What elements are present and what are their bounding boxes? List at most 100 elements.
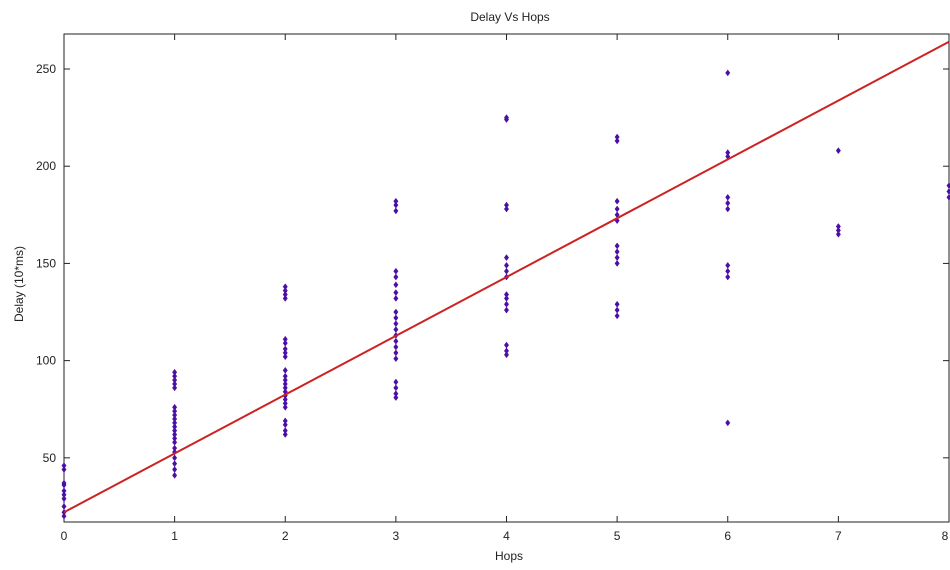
- y-tick-label: 100: [36, 354, 56, 368]
- data-point: [393, 378, 399, 386]
- data-point: [282, 372, 288, 380]
- x-tick-label: 8: [942, 529, 949, 543]
- data-point: [835, 230, 841, 238]
- data-point: [503, 114, 510, 122]
- data-point: [393, 384, 399, 392]
- data-point: [172, 368, 178, 376]
- data-point: [725, 149, 731, 157]
- data-point: [393, 308, 399, 316]
- data-point: [503, 254, 510, 262]
- x-tick-label: 5: [614, 529, 621, 543]
- data-point: [503, 201, 510, 209]
- data-point: [172, 434, 178, 442]
- data-point: [282, 403, 288, 411]
- data-point: [725, 273, 731, 281]
- data-point: [282, 283, 288, 291]
- data-point: [282, 384, 288, 392]
- data-point: [172, 471, 178, 479]
- data-point: [282, 287, 288, 295]
- data-point: [282, 380, 288, 388]
- data-point: [503, 261, 510, 269]
- data-point: [393, 326, 399, 333]
- data-point: [172, 415, 178, 423]
- data-point: [946, 188, 950, 195]
- x-axis-label: Hops: [495, 549, 523, 563]
- data-point: [282, 399, 288, 407]
- x-tick-label: 4: [503, 529, 510, 543]
- y-axis-ticks: 50 100 150 200 250: [36, 62, 949, 465]
- data-point: [61, 487, 67, 495]
- data-point: [172, 427, 178, 435]
- data-point: [172, 376, 178, 384]
- data-point: [614, 137, 620, 145]
- data-point: [172, 380, 178, 388]
- data-point: [393, 281, 399, 289]
- data-point: [725, 193, 731, 201]
- data-point: [172, 431, 178, 438]
- data-point: [503, 351, 510, 359]
- scatter-points: [61, 69, 950, 520]
- data-point: [614, 205, 620, 213]
- data-point: [61, 466, 67, 473]
- data-point: [172, 448, 178, 456]
- data-point: [393, 207, 399, 215]
- data-point: [282, 431, 288, 438]
- data-point: [835, 223, 841, 230]
- data-point: [172, 407, 178, 415]
- data-point: [282, 349, 288, 357]
- data-point: [282, 417, 288, 425]
- data-point: [172, 372, 178, 380]
- y-tick-label: 200: [36, 159, 56, 173]
- data-point: [946, 193, 950, 201]
- x-tick-label: 1: [171, 529, 178, 543]
- data-point: [614, 242, 620, 250]
- data-point: [393, 289, 399, 297]
- data-point: [172, 403, 178, 411]
- data-point: [725, 69, 731, 77]
- data-point: [282, 366, 288, 374]
- data-point: [393, 273, 399, 281]
- y-tick-label: 50: [43, 451, 57, 465]
- data-point: [393, 201, 399, 209]
- data-point: [835, 226, 841, 234]
- x-tick-label: 2: [282, 529, 289, 543]
- data-point: [393, 343, 399, 351]
- data-point: [503, 294, 510, 302]
- data-point: [503, 306, 510, 314]
- data-point: [725, 199, 731, 207]
- x-tick-label: 6: [724, 529, 731, 543]
- data-point: [282, 291, 288, 298]
- data-point: [503, 347, 510, 355]
- data-point: [503, 205, 510, 213]
- data-point: [172, 384, 178, 392]
- data-point: [393, 355, 399, 363]
- data-point: [282, 376, 288, 384]
- data-point: [282, 335, 288, 343]
- data-point: [61, 512, 67, 520]
- data-point: [393, 314, 399, 322]
- data-point: [172, 466, 178, 473]
- data-point: [614, 197, 620, 205]
- data-point: [614, 300, 620, 308]
- y-tick-label: 250: [36, 62, 56, 76]
- data-point: [614, 248, 620, 256]
- y-axis-label: Delay (10*ms): [12, 246, 26, 322]
- regression-line-group: [63, 40, 950, 514]
- x-tick-label: 7: [835, 529, 842, 543]
- data-point: [61, 479, 67, 487]
- data-point: [282, 396, 288, 403]
- y-tick-label: 150: [36, 256, 56, 270]
- data-point: [614, 306, 620, 314]
- regression-line: [63, 40, 950, 514]
- x-tick-label: 3: [393, 529, 400, 543]
- data-point: [725, 419, 731, 427]
- data-point: [282, 427, 288, 435]
- x-axis-ticks: 0 1 2 3 4 5 6 7 8: [61, 34, 950, 543]
- data-point: [393, 320, 399, 328]
- data-point: [946, 182, 950, 190]
- data-point: [172, 444, 178, 452]
- data-point: [393, 394, 399, 401]
- data-point: [614, 259, 620, 267]
